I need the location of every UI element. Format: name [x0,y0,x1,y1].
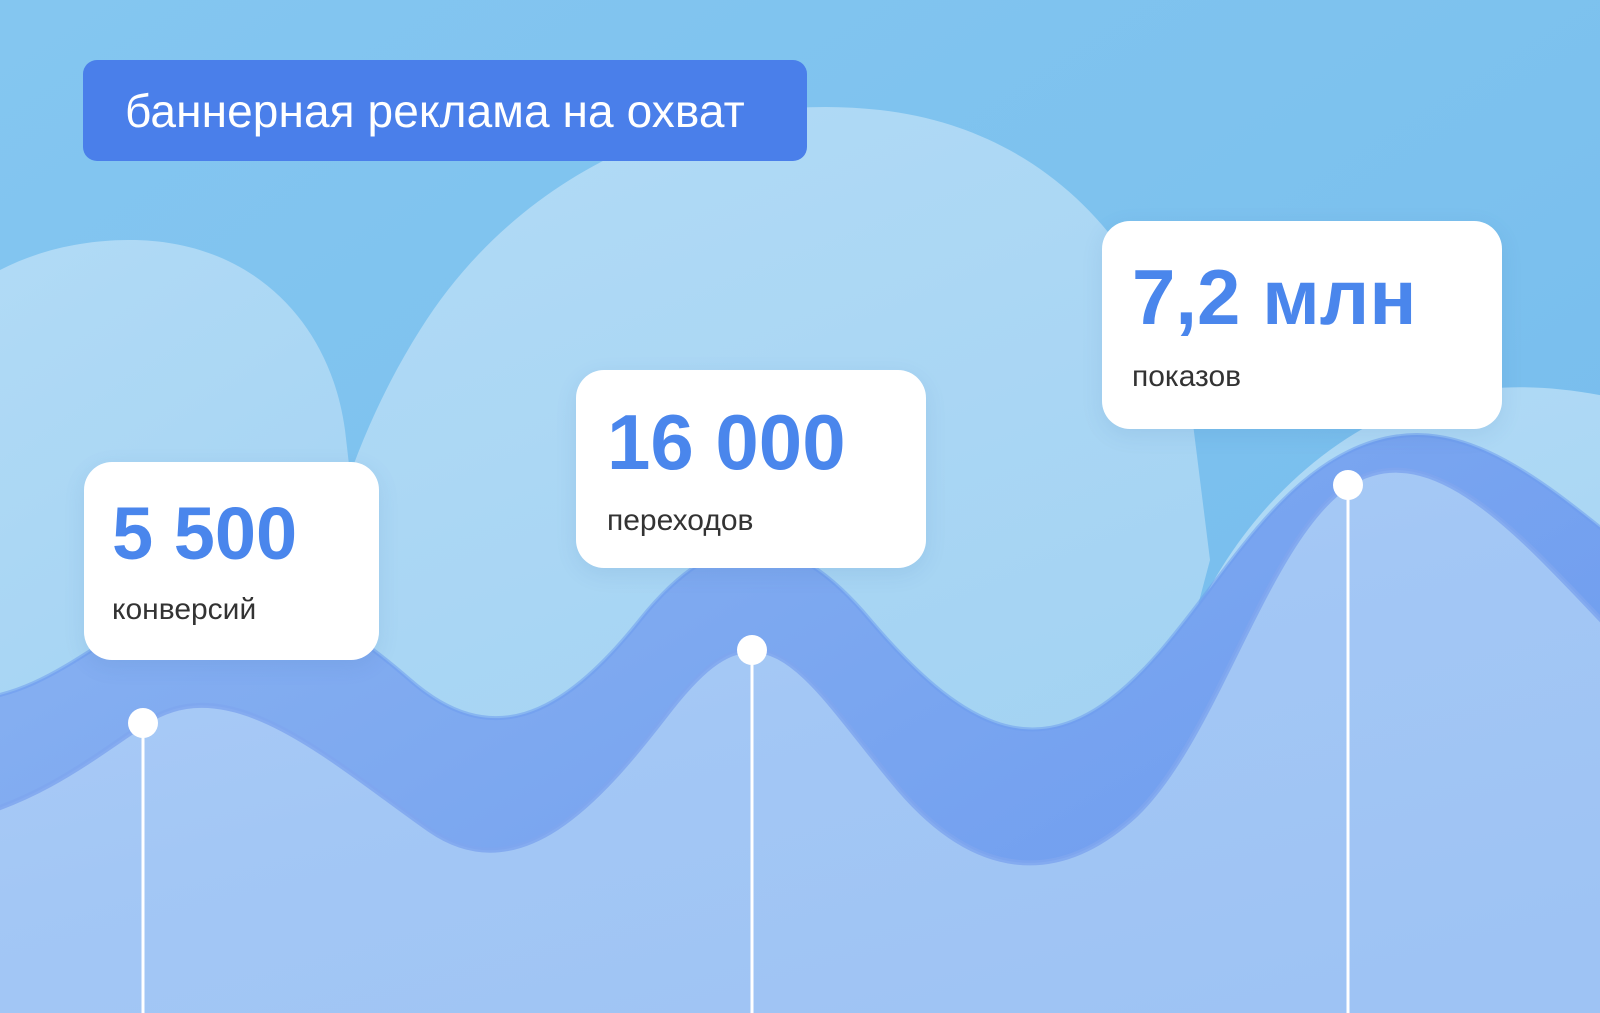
title-badge-label: баннерная реклама на охват [125,84,745,137]
stat-label-conversions: конверсий [112,593,257,626]
stat-value-conversions: 5 500 [112,492,298,575]
stat-label-clicks: переходов [607,503,754,537]
stat-card-clicks: 16 000 переходов [576,370,926,568]
stat-card-conversions: 5 500 конверсий [84,462,379,660]
wave-area-front [0,470,1600,1013]
wave-stroke-front [0,467,1600,866]
stat-label-impressions: показов [1132,360,1242,393]
stat-value-clicks: 16 000 [607,397,846,486]
stat-value-impressions: 7,2 млн [1132,253,1417,341]
stat-card-impressions: 7,2 млн показов [1102,221,1502,429]
title-badge: баннерная реклама на охват [83,60,807,161]
